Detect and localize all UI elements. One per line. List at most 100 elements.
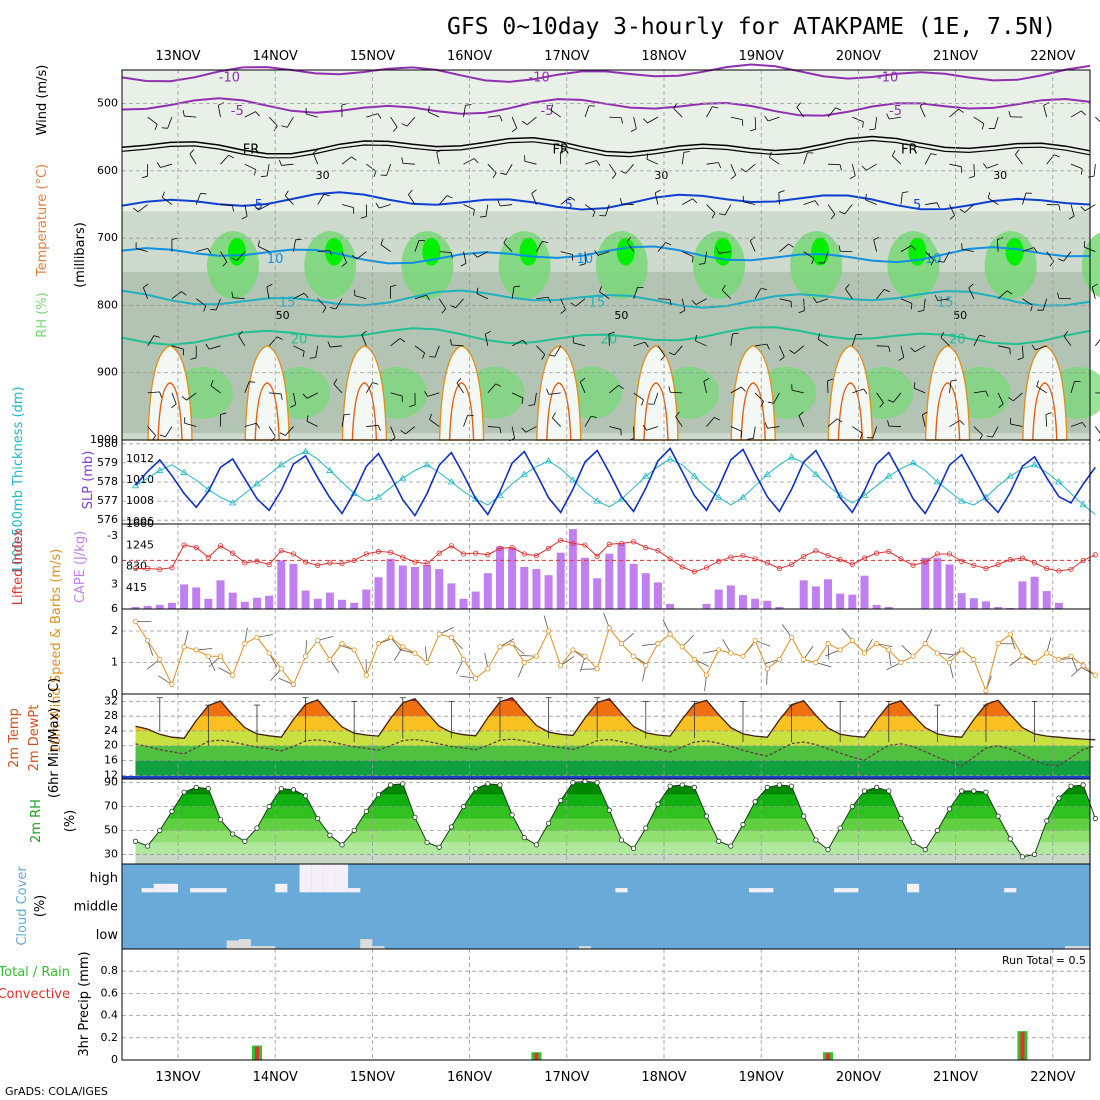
cape-bar	[738, 595, 747, 609]
wind-barb-flag	[940, 332, 945, 338]
wind-barb-flag	[718, 162, 722, 169]
wind-barb	[428, 111, 440, 118]
wind-barb	[487, 163, 497, 174]
thickness-point	[666, 455, 674, 462]
rh-point	[363, 808, 369, 814]
wind-barb-flag	[390, 284, 397, 288]
pressure-tick-label: 500	[97, 97, 118, 110]
wind-barb-flag	[499, 115, 503, 122]
credit-label: GrADS: COLA/IGES	[5, 1085, 108, 1098]
lifted-index-point	[788, 561, 795, 568]
wind-barb	[730, 164, 737, 176]
wind-barb-flag	[500, 172, 507, 175]
wind10m-point	[205, 653, 211, 659]
thickness-point	[642, 472, 650, 479]
wind-barb	[317, 298, 327, 308]
cape-bar	[1042, 591, 1051, 609]
wind-barb-flag	[646, 153, 649, 160]
cape-bar	[629, 563, 638, 609]
wind-barb	[285, 426, 294, 436]
wind-barb-flag	[1081, 168, 1083, 175]
wind-barb-flag	[256, 423, 260, 429]
wind-barb	[575, 298, 586, 307]
precip-axis-title: 3hr Precip (mm)	[77, 951, 92, 1056]
rh-contour-label: 30	[654, 169, 668, 182]
wind10m-point	[497, 644, 503, 650]
cloud-bar	[907, 883, 920, 893]
wind-barb-flag	[492, 172, 497, 179]
thickness-point	[1030, 461, 1039, 468]
thickness-tick-label: 576	[97, 513, 118, 526]
wind-barb	[872, 426, 878, 439]
wind10m-barb	[146, 659, 161, 670]
wind-barb-flag	[887, 420, 890, 427]
wind-barb-flag	[779, 356, 785, 361]
lifted-index-point	[667, 556, 673, 562]
wind-barb	[293, 345, 305, 352]
wind-barb-flag	[679, 310, 686, 314]
wind10m-point	[679, 644, 685, 650]
wind-barb	[526, 116, 537, 125]
wind-barb	[284, 195, 294, 205]
wind-barb-flag	[949, 215, 955, 220]
wind10m-point	[1068, 653, 1074, 659]
upper-axis-title: Wind (m/s)	[35, 65, 50, 136]
wind-barb-flag	[153, 335, 160, 338]
lifted-index-point	[983, 565, 989, 572]
rh-point	[1007, 836, 1013, 842]
wind10m-barb	[815, 662, 832, 668]
wind10m-barb	[825, 649, 841, 657]
rh-point	[801, 813, 807, 819]
wind10m-point	[558, 663, 564, 669]
cape-bar	[957, 593, 966, 609]
rh-color-band	[135, 842, 1090, 855]
rh-point	[1019, 854, 1026, 860]
cape-bar	[1030, 576, 1039, 609]
cape-bar	[981, 601, 990, 609]
lifted-index-point	[934, 551, 940, 557]
slp-axis-title: SLP (mb)	[81, 451, 96, 510]
wind-barb	[997, 392, 1004, 404]
wind-barb	[681, 152, 685, 165]
wind-barb	[609, 385, 619, 394]
cape-bar	[532, 569, 541, 609]
wind-barb	[621, 203, 634, 205]
wind-barb	[220, 154, 229, 165]
wind-barb	[476, 293, 488, 300]
wind-barb	[769, 157, 780, 165]
wind10m-point	[460, 656, 467, 662]
cape-bar	[204, 598, 213, 609]
wind-barb	[244, 111, 256, 118]
wind10m-barb	[603, 612, 610, 629]
wind-barb-flag	[351, 255, 358, 260]
wind-barb-flag	[281, 125, 288, 128]
wind-barb	[921, 414, 926, 427]
lifted-index-point	[217, 543, 224, 549]
wind-barb	[609, 426, 622, 430]
thickness-tick-label: 578	[97, 475, 118, 488]
thickness-point	[933, 478, 942, 485]
lifted-index-point	[752, 556, 758, 562]
wind-barb-flag	[910, 347, 916, 353]
wind-barb	[827, 107, 836, 118]
wind-barb	[414, 294, 427, 300]
isotherm-line	[121, 245, 1091, 265]
wind-barb	[511, 426, 516, 439]
thickness-point	[277, 461, 285, 468]
wind10m-barb	[317, 635, 334, 641]
wind-barb-flag	[766, 343, 770, 350]
wind-barb-flag	[441, 308, 447, 314]
wind-barb-flag	[861, 165, 867, 171]
cloud-bar	[190, 888, 203, 893]
wind-barb	[852, 426, 863, 434]
wind10m-point	[716, 647, 722, 653]
wind10m-barb	[827, 643, 830, 660]
wind-barb	[463, 251, 467, 264]
wind-barb	[1063, 251, 1072, 262]
wind-barb	[463, 158, 475, 165]
wind-barb	[135, 247, 148, 253]
wind-barb-flag	[254, 169, 257, 176]
cape-bar	[605, 553, 614, 609]
rh-point	[230, 831, 236, 837]
wind-barb	[361, 334, 367, 346]
